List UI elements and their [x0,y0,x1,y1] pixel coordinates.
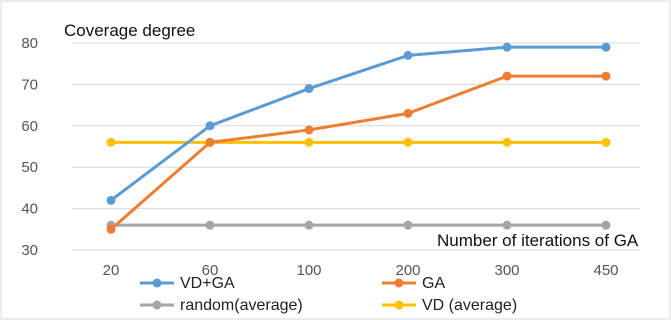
y-tick-label: 60 [21,118,38,135]
y-tick-label: 50 [21,159,38,176]
legend-item: VD+GA [140,275,235,292]
data-point [601,137,611,147]
x-tick-label: 20 [103,262,120,279]
y-tick-label: 40 [21,201,38,218]
series-line [110,45,606,202]
series-vd-ga [106,42,611,205]
data-point [304,84,314,94]
gridlines [72,42,640,251]
axes: 30 40 50 60 70 80 20 60 100 200 300 450 [21,35,618,279]
data-point [106,224,116,234]
data-point [205,121,215,131]
y-tick-label: 80 [21,35,38,52]
legend-item: GA [382,275,445,292]
x-axis-title: Number of iterations of GA [437,231,639,250]
legend-label: VD+GA [180,275,235,292]
legend-swatch-marker [394,300,404,310]
data-point [403,108,413,118]
y-tick-label: 70 [21,76,38,93]
x-tick-label: 60 [202,262,219,279]
data-point [502,220,512,230]
x-tick-label: 200 [395,262,420,279]
data-point [403,220,413,230]
data-point [304,125,314,135]
data-point [601,71,611,81]
legend-swatch-marker [394,278,404,288]
data-point [403,137,413,147]
series-line [110,74,606,231]
data-point [601,220,611,230]
x-tick-label: 450 [593,262,618,279]
legend-item: VD (average) [382,297,517,314]
series-lines [106,42,611,234]
data-point [502,42,512,52]
series-ga [106,71,611,234]
legend-label: GA [422,275,445,292]
data-point [304,137,314,147]
legend: VD+GA GA random(average) VD (average) [140,275,517,314]
x-tick-label: 100 [296,262,321,279]
data-point [106,195,116,205]
data-point [601,42,611,52]
x-tick-label: 300 [494,262,519,279]
data-point [502,137,512,147]
legend-label: VD (average) [422,297,517,314]
legend-swatch-marker [152,278,162,288]
legend-label: random(average) [180,297,303,314]
data-point [502,71,512,81]
data-point [205,220,215,230]
y-axis-title: Coverage degree [64,21,195,40]
legend-swatch-marker [152,300,162,310]
y-tick-label: 30 [21,242,38,259]
data-point [106,137,116,147]
data-point [403,50,413,60]
legend-item: random(average) [140,297,303,314]
data-point [205,137,215,147]
data-point [304,220,314,230]
series-random-average- [106,220,611,230]
